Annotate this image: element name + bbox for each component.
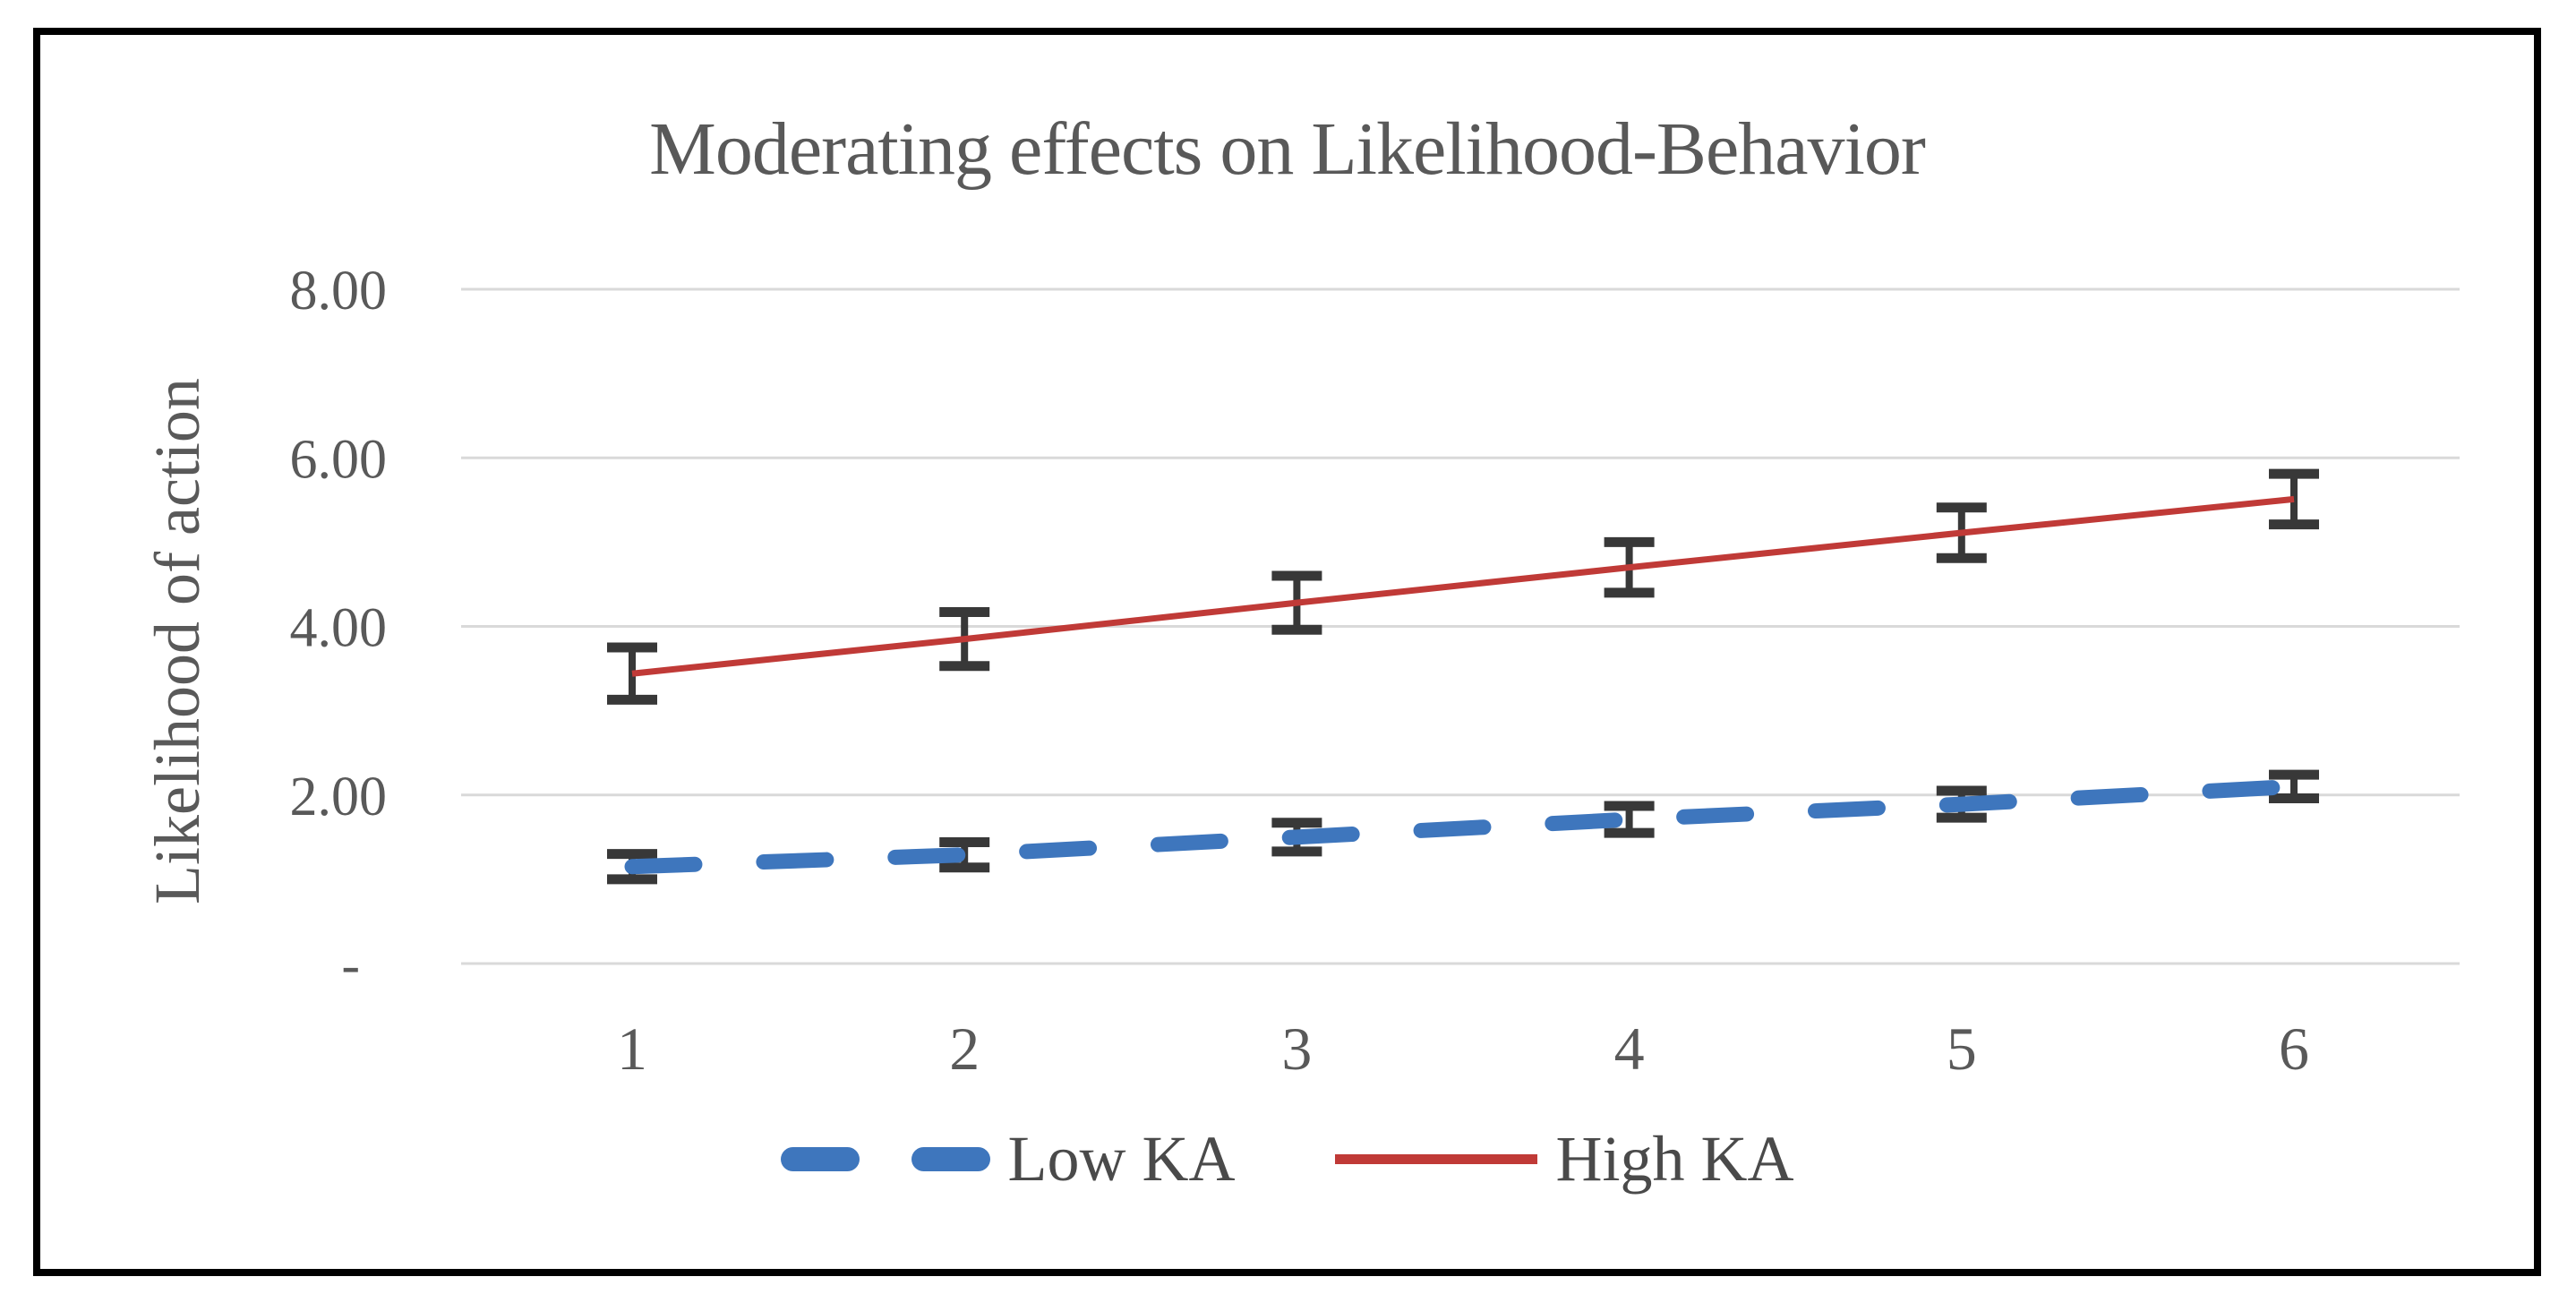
x-tick-label: 3 xyxy=(1281,1015,1312,1083)
x-tick-label: 2 xyxy=(949,1015,980,1083)
legend-label-low-ka: Low KA xyxy=(1007,1122,1236,1195)
low-ka-dashed-line-sample xyxy=(780,1146,990,1171)
chart-title: Moderating effects on Likelihood-Behavio… xyxy=(649,107,1926,191)
x-tick-label: 5 xyxy=(1947,1015,1977,1083)
series-line-high-ka xyxy=(631,495,2295,677)
legend: Low KA High KA xyxy=(33,1116,2541,1202)
high-ka-solid-line-sample xyxy=(1335,1153,1538,1164)
y-tick-label: 2.00 xyxy=(290,767,388,827)
legend-item-high-ka: High KA xyxy=(1335,1122,1793,1196)
chart-outer-border xyxy=(33,28,2541,1276)
x-tick-label: 1 xyxy=(617,1015,647,1083)
y-tick-label: 8.00 xyxy=(290,261,388,321)
legend-label-high-ka: High KA xyxy=(1555,1122,1794,1195)
y-tick-label: - xyxy=(341,935,360,996)
x-tick-label: 6 xyxy=(2279,1015,2309,1083)
series-line-low-ka xyxy=(624,778,2302,875)
y-tick-label: 4.00 xyxy=(290,598,388,659)
x-tick-label: 4 xyxy=(1614,1015,1645,1083)
y-tick-label: 6.00 xyxy=(290,429,388,490)
legend-item-low-ka: Low KA xyxy=(780,1122,1236,1196)
